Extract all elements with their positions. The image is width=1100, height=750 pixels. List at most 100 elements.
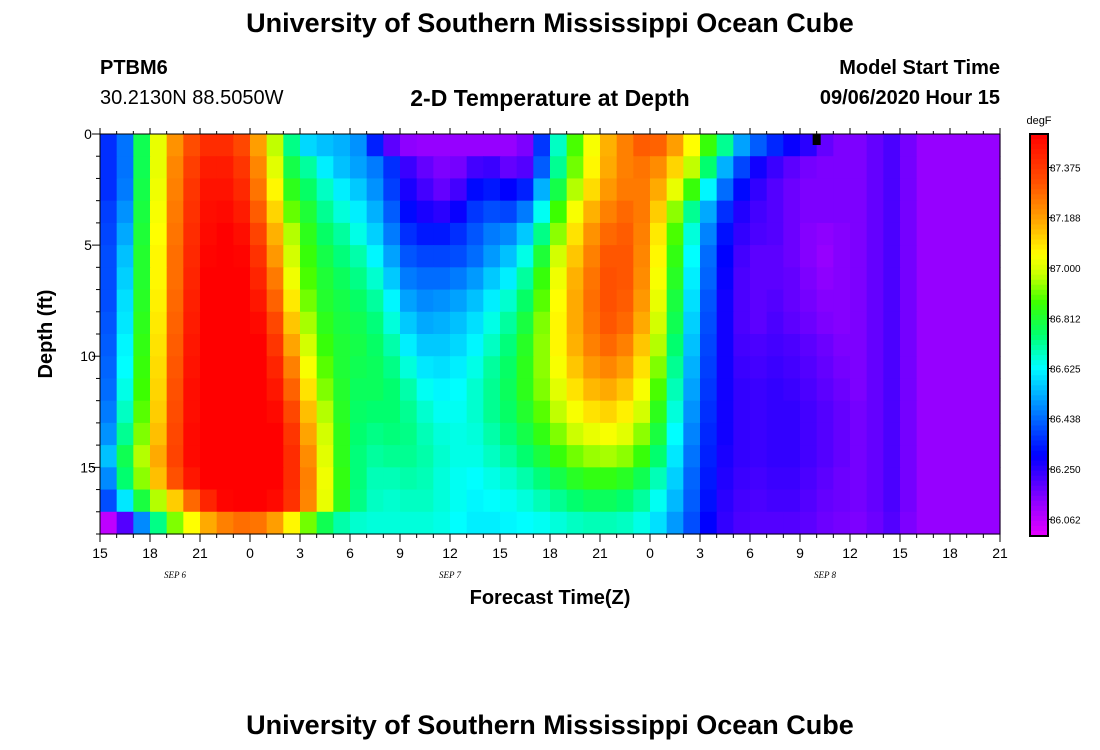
heatmap-cell [433,245,451,268]
heatmap-cell [883,311,901,335]
heatmap-cell [266,222,284,246]
heatmap-cell [916,378,934,402]
heatmap-cell [100,356,118,380]
heatmap-cell [883,445,901,468]
colorbar-segment [1030,299,1048,306]
heatmap-cell [550,445,568,468]
heatmap-cell [583,356,601,380]
heatmap-cell [416,445,434,468]
heatmap-cell [466,134,484,157]
heatmap-cell [733,289,751,313]
heatmap-cell [650,378,668,402]
heatmap-cell [966,422,984,446]
heatmap-cell [666,245,684,268]
heatmap-cell [900,467,918,491]
heatmap-cell [166,267,184,291]
heatmap-cell [733,400,751,424]
heatmap-cell [466,356,484,380]
heatmap-cell [700,334,718,357]
colorbar-segment [1030,134,1048,140]
heatmap-cell [366,200,384,224]
heatmap-cell [166,489,184,513]
heatmap-cell [450,445,468,468]
heatmap-cell [983,467,1001,491]
heatmap-cell [433,289,451,313]
heatmap-cell [450,222,468,246]
model-start-marker [812,134,821,145]
heatmap-cell [983,445,1001,468]
heatmap-cell [600,245,618,268]
heatmap-cell [883,511,901,535]
heatmap-cell [866,289,884,313]
heatmap-cell [466,200,484,224]
heatmap-cell [600,378,618,402]
heatmap-cell [966,511,984,535]
heatmap-cell [383,356,401,380]
heatmap-cell [366,134,384,157]
colorbar-segment [1030,294,1048,301]
heatmap-cell [783,356,801,380]
colorbar-tick-label: 86.250 [1050,465,1081,476]
heatmap-cell [400,289,418,313]
heatmap-cell [316,245,334,268]
heatmap-cell [800,356,818,380]
heatmap-cell [866,267,884,291]
heatmap-cell [833,311,851,335]
heatmap-cell [516,334,534,357]
heatmap-cell [816,156,834,180]
heatmap-cell [283,289,301,313]
heatmap-cell [733,445,751,468]
heatmap-cell [133,311,151,335]
heatmap-cell [416,489,434,513]
x-tick-label: 6 [346,545,354,561]
heatmap-cell [350,289,368,313]
heatmap-cell [200,378,218,402]
heatmap-cell [350,422,368,446]
heatmap-cell [333,245,351,268]
heatmap-cell [916,400,934,424]
heatmap-cell [983,178,1001,202]
heatmap-cell [266,378,284,402]
heatmap-cell [516,222,534,246]
heatmap-cell [733,134,751,157]
heatmap-cell [233,156,251,180]
heatmap-cell [750,200,768,224]
heatmap-cell [950,422,968,446]
heatmap-cell [533,156,551,180]
heatmap-cell [933,156,951,180]
heatmap-cell [616,467,634,491]
heatmap-cell [700,467,718,491]
heatmap-cell [800,245,818,268]
heatmap-cell [166,400,184,424]
heatmap-cell [483,334,501,357]
heatmap-cell [166,178,184,202]
heatmap-cell [116,489,134,513]
heatmap-cell [316,200,334,224]
heatmap-cell [383,511,401,535]
heatmap-cell [900,200,918,224]
heatmap-cell [450,400,468,424]
heatmap-cell [633,334,651,357]
heatmap-cell [233,200,251,224]
heatmap-cell [266,511,284,535]
heatmap-cell [400,178,418,202]
heatmap-cell [316,267,334,291]
heatmap-cell [466,422,484,446]
heatmap-cell [466,289,484,313]
heatmap-cell [466,378,484,402]
heatmap-cell [950,378,968,402]
heatmap-cell [616,422,634,446]
heatmap-cell [433,200,451,224]
heatmap-cell [333,134,351,157]
heatmap-cell [666,289,684,313]
heatmap-cell [950,156,968,180]
heatmap-cell [166,156,184,180]
y-tick-label: 5 [84,237,92,253]
heatmap-cell [250,467,268,491]
heatmap-cell [716,400,734,424]
heatmap-cell [766,311,784,335]
heatmap-cell [850,267,868,291]
heatmap-cell [100,378,118,402]
heatmap-cell [383,489,401,513]
heatmap-cell [350,156,368,180]
